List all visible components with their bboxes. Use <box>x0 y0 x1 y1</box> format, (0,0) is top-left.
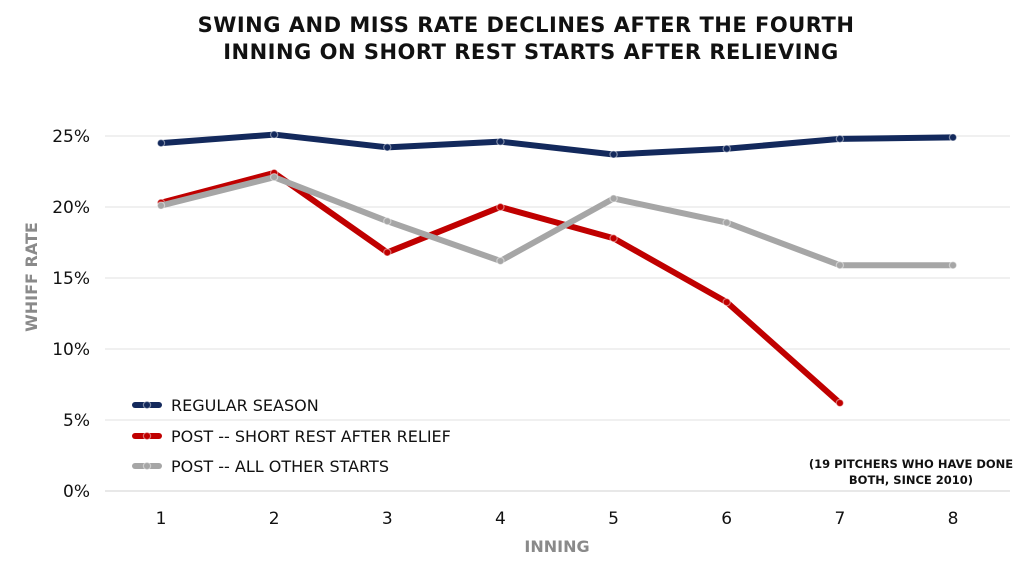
series-3-point <box>835 261 845 270</box>
y-axis-ticks: 0% 5% 10% 15% 20% 25% <box>52 127 90 502</box>
chart-title-line-1: SWING AND MISS RATE DECLINES AFTER THE F… <box>198 13 855 37</box>
series-3-point <box>383 216 392 226</box>
series-1-point <box>269 130 279 139</box>
annotation-line-2: BOTH, SINCE 2010) <box>849 473 973 487</box>
series-2-point <box>383 248 392 257</box>
x-tick-label: 5 <box>608 509 619 529</box>
series-1-point <box>156 138 166 148</box>
series-2-point <box>609 234 618 243</box>
series-2-point <box>496 202 505 212</box>
series-3-point <box>269 172 279 182</box>
y-tick-label: 15% <box>52 269 90 289</box>
series-2-point <box>722 297 731 307</box>
x-tick-label: 8 <box>948 509 959 529</box>
x-tick-label: 6 <box>721 509 732 529</box>
series-1-line <box>158 131 956 158</box>
x-tick-label: 2 <box>269 509 280 529</box>
series-3-point <box>722 218 731 227</box>
legend-swatch-marker <box>142 431 152 441</box>
y-tick-label: 5% <box>63 411 90 431</box>
series-1-point <box>383 143 392 152</box>
series-3-line <box>158 174 956 269</box>
x-tick-label: 3 <box>382 509 393 529</box>
series-3-point <box>948 261 958 270</box>
x-tick-label: 1 <box>156 509 167 529</box>
series-1-point <box>835 134 845 144</box>
y-tick-label: 10% <box>52 340 90 360</box>
series-2-point <box>835 398 845 408</box>
legend-swatch-marker <box>142 461 152 471</box>
legend-label: REGULAR SEASON <box>171 396 319 415</box>
series-lines <box>156 130 958 408</box>
series-1-point <box>948 133 958 142</box>
x-axis-ticks: 1 2 3 4 5 6 7 8 <box>156 509 959 529</box>
y-axis-label: WHIFF RATE <box>22 222 41 332</box>
series-3-point <box>496 256 505 266</box>
x-tick-label: 4 <box>495 509 506 529</box>
legend: REGULAR SEASON POST -- SHORT REST AFTER R… <box>132 396 451 476</box>
legend-label: POST -- ALL OTHER STARTS <box>171 457 389 476</box>
series-3-point <box>609 194 618 203</box>
legend-label: POST -- SHORT REST AFTER RELIEF <box>171 427 451 446</box>
x-tick-label: 7 <box>834 509 845 529</box>
legend-swatch-marker <box>142 400 152 410</box>
y-tick-label: 25% <box>52 127 90 147</box>
series-1-point <box>609 150 618 159</box>
x-axis-label: INNING <box>524 537 589 556</box>
y-tick-label: 0% <box>63 482 90 502</box>
y-tick-label: 20% <box>52 198 90 218</box>
series-1-point <box>722 144 731 153</box>
chart-title-line-2: INNING ON SHORT REST STARTS AFTER RELIEV… <box>223 40 839 64</box>
annotation-line-1: (19 PITCHERS WHO HAVE DONE <box>809 457 1013 471</box>
series-1-point <box>496 137 505 146</box>
series-3-point <box>156 201 166 210</box>
